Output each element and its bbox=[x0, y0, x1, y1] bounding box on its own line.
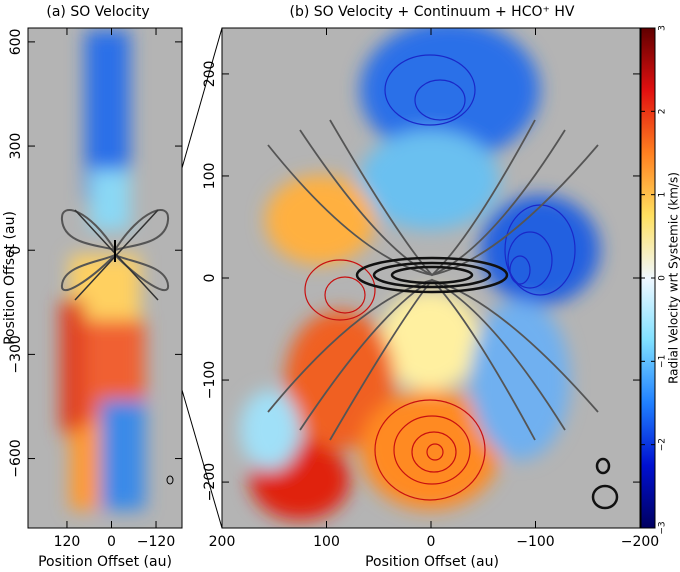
zoom-line bbox=[181, 389, 223, 529]
zoom-line bbox=[181, 27, 223, 169]
map-a bbox=[28, 28, 182, 528]
y-tick-label: −300 bbox=[8, 335, 24, 373]
map-b bbox=[222, 28, 640, 528]
panel-b-title: (b) SO Velocity + Continuum + HCO⁺ HV bbox=[290, 4, 575, 20]
x-tick-label: 0 bbox=[107, 534, 116, 550]
x-tick-label: −100 bbox=[516, 534, 554, 550]
y-tick-label: 200 bbox=[202, 61, 218, 88]
y-axis-label: Position Offset (au) bbox=[2, 211, 18, 345]
colorbar-tick-label: 2 bbox=[658, 108, 668, 114]
x-tick-label: 200 bbox=[209, 534, 236, 550]
x-axis-label: Position Offset (au) bbox=[38, 554, 172, 570]
x-tick-label: −200 bbox=[621, 534, 659, 550]
y-tick-label: 100 bbox=[202, 163, 218, 190]
y-tick-label: 600 bbox=[8, 29, 24, 56]
x-axis-label: Position Offset (au) bbox=[365, 554, 499, 570]
x-tick-label: 100 bbox=[313, 534, 340, 550]
panel-a-title: (a) SO Velocity bbox=[46, 4, 149, 20]
colorbar-tick-label: 1 bbox=[658, 192, 668, 198]
y-tick-label: 300 bbox=[8, 133, 24, 160]
y-tick-label: −200 bbox=[202, 463, 218, 501]
y-tick-label: −600 bbox=[8, 439, 24, 477]
colorbar-tick-label: 0 bbox=[658, 275, 668, 281]
colorbar-label: Radial Velocity wrt Systemic (km/s) bbox=[667, 172, 680, 384]
colorbar-tick-label: −1 bbox=[658, 355, 668, 368]
frame-a bbox=[27, 27, 183, 529]
y-tick-label: 0 bbox=[8, 246, 24, 255]
colorbar-tick-label: 3 bbox=[658, 25, 668, 31]
colorbar-tick-label: −2 bbox=[658, 438, 668, 451]
x-tick-label: −120 bbox=[137, 534, 175, 550]
y-tick-label: 0 bbox=[202, 274, 218, 283]
colorbar-tick-label: −3 bbox=[658, 521, 668, 534]
x-tick-label: 120 bbox=[54, 534, 81, 550]
x-tick-label: 0 bbox=[427, 534, 436, 550]
y-tick-label: −100 bbox=[202, 361, 218, 399]
